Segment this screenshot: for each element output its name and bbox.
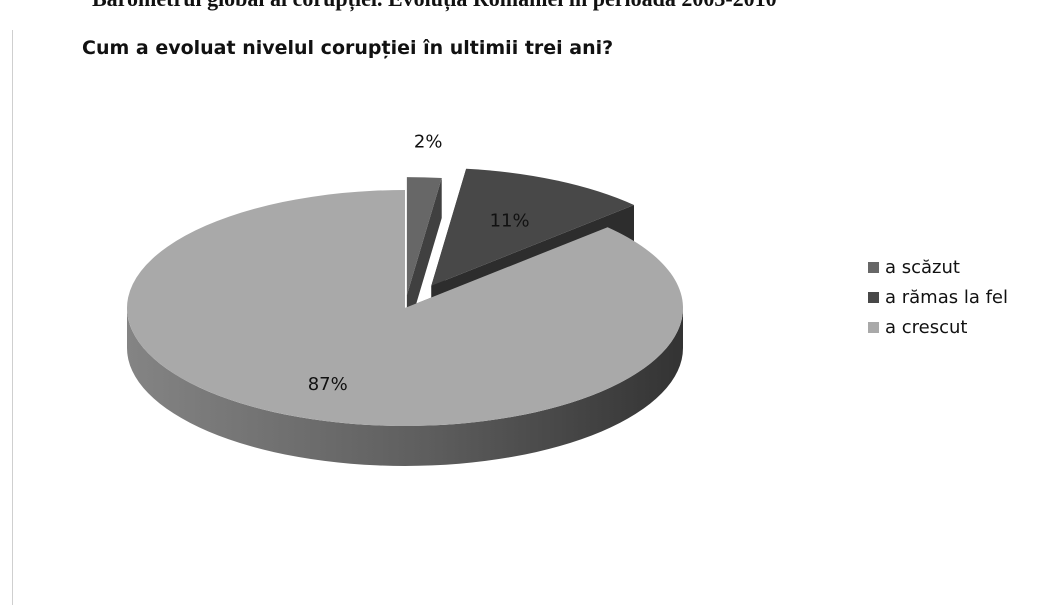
legend-item-a-scazut: a scăzut: [868, 252, 1008, 282]
pie-value-label-2: 87%: [308, 374, 348, 395]
legend-swatch: [868, 291, 879, 303]
pie-slice-1: [431, 168, 634, 286]
pie-slice-2: [127, 190, 684, 426]
chart-legend: a scăzut a rămas la fel a crescut: [868, 252, 1008, 342]
pie-value-label-0: 2%: [414, 131, 443, 152]
left-divider: [12, 30, 13, 605]
legend-item-a-crescut: a crescut: [868, 312, 1008, 342]
pie-slice-0: [406, 177, 442, 296]
legend-label: a rămas la fel: [885, 286, 1009, 308]
legend-swatch: [868, 321, 879, 333]
pie-tops: [127, 168, 684, 426]
chart-title: Cum a evoluat nivelul corupției în ultim…: [82, 37, 614, 59]
page-heading: Barometrul global al corupției. Evoluția…: [92, 0, 777, 12]
legend-swatch: [868, 261, 879, 273]
legend-label: a scăzut: [885, 256, 960, 278]
pie-value-label-1: 11%: [490, 211, 530, 232]
pie-rim-2: [127, 308, 683, 466]
legend-item-a-ramas-la-fel: a rămas la fel: [868, 282, 1008, 312]
legend-label: a crescut: [885, 316, 968, 338]
pie-wall-0-1: [406, 178, 442, 336]
